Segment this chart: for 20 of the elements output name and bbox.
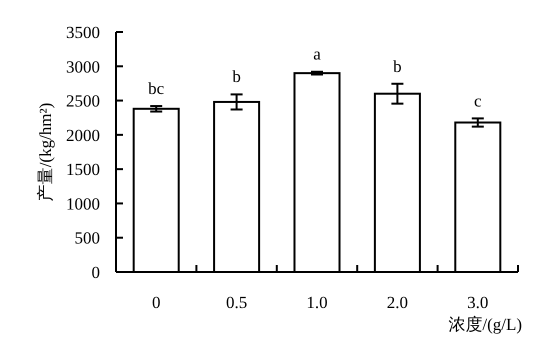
annotation: b (393, 56, 402, 76)
x-axis-title: 浓度/(g/L) (448, 315, 522, 334)
x-tick-label: 3.0 (467, 293, 488, 312)
y-tick-label: 2000 (66, 126, 100, 145)
y-tick-label: 500 (74, 228, 100, 248)
annotation: b (232, 67, 241, 86)
annotation: a (313, 44, 322, 64)
y-tick-label: 0 (92, 263, 100, 282)
x-tick-label: 0 (152, 293, 160, 312)
y-tick-label: 1000 (66, 194, 100, 214)
y-axis-title: 产量/(kg/hm²) (36, 102, 55, 202)
x-tick-label: 1.0 (306, 293, 328, 312)
annotation: c (474, 91, 482, 110)
annotation: bc (148, 79, 165, 98)
y-tick-label: 2500 (66, 92, 100, 111)
y-tick-label: 3000 (66, 57, 100, 76)
y-tick-label: 3500 (66, 23, 100, 42)
y-tick-label: 1500 (66, 160, 100, 180)
x-tick-label: 0.5 (226, 293, 248, 312)
x-tick-label: 2.0 (386, 293, 408, 312)
